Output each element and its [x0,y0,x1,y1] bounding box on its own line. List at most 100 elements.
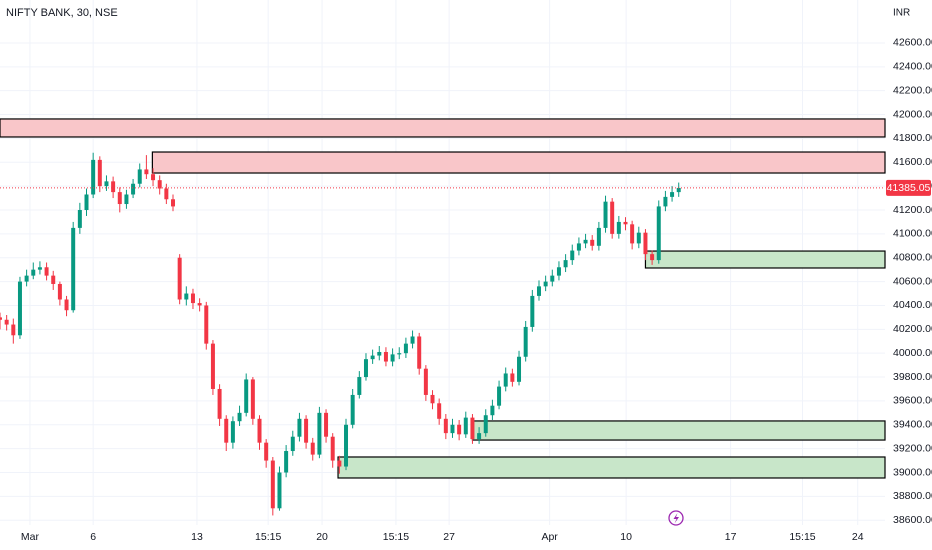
candle-body [124,194,129,205]
candle-body [157,180,162,189]
y-tick-label: 38800.00 [893,490,932,502]
x-tick-label: 20 [316,531,328,543]
candle-body [111,181,116,193]
candle-body [663,196,668,207]
y-tick-label: 41600.00 [893,156,932,168]
candle-body [97,159,102,187]
candle-body [304,418,309,443]
candle-body [463,417,468,435]
candle-body [64,299,69,311]
candle-body [383,351,388,362]
candle-body [224,418,229,443]
candle-body [443,418,448,434]
candle-body [17,281,22,336]
candle-body [171,199,176,207]
candle-body [417,336,422,369]
zone [337,456,886,479]
x-tick-label: 24 [852,531,864,543]
candle-body [470,417,475,440]
candle-body [310,442,315,455]
last-price-label: 41385.05 [887,182,931,194]
y-tick-label: 40600.00 [893,275,932,287]
y-tick-label: 40000.00 [893,347,932,359]
y-tick-label: 39800.00 [893,371,932,383]
candle-body [57,283,62,300]
zone [151,151,886,174]
zone [471,420,886,441]
candle-body [550,275,555,282]
candle-body [603,201,608,228]
candle-body [131,183,136,195]
candle-body [483,415,488,434]
y-tick-label: 42200.00 [893,84,932,96]
zone [0,118,886,138]
candle-body [297,418,302,437]
candle-body [450,424,455,434]
candle-body [210,343,215,389]
y-tick-label: 42600.00 [893,37,932,49]
candle-body [137,169,142,184]
candle-body [530,295,535,327]
candle-body [583,239,588,244]
symbol-title[interactable]: NIFTY BANK, 30, NSE [6,7,118,19]
candle-body [84,194,89,210]
candle-body [0,317,2,320]
y-tick-label: 39200.00 [893,442,932,454]
y-tick-label: 40400.00 [893,299,932,311]
x-tick-label: 15:15 [789,531,815,543]
zones [0,118,886,479]
candle-body [230,421,235,443]
x-tick-label: Mar [21,531,40,543]
candle-body [563,260,568,268]
x-tick-label: 10 [620,531,632,543]
x-tick-label: 15:15 [255,531,281,543]
candle-body [656,206,661,261]
candle-body [630,224,635,244]
candle-body [623,221,628,225]
candle-body [190,293,195,304]
candle-body [117,192,122,205]
y-tick-label: 38600.00 [893,514,932,526]
candle-body [164,188,169,200]
candle-body [590,239,595,246]
candle-body [670,192,675,197]
candle-body [250,379,255,419]
candle-body [24,275,29,282]
x-tick-label: 27 [443,531,455,543]
y-tick-label: 42400.00 [893,61,932,73]
y-tick-label: 41000.00 [893,228,932,240]
candle-body [596,227,601,246]
candle-body [330,436,335,461]
candle-body [610,201,615,234]
y-tick-label: 39600.00 [893,395,932,407]
lightning-icon[interactable] [668,510,684,526]
candle-body [397,353,402,355]
candle-body [277,472,282,509]
candle-body [576,243,581,251]
candle-body [423,368,428,395]
candle-body [284,451,289,473]
candle-body [490,405,495,416]
candle-body [77,210,82,228]
candle-body [37,267,42,270]
candle-body [363,359,368,378]
candle-body [244,379,249,413]
candle-body [636,232,641,244]
candle-body [676,187,681,193]
candle-body [324,412,329,437]
candle-body [270,460,275,509]
candle-body [403,343,408,354]
candle-body [257,418,262,443]
grid [0,0,885,525]
candle-body [650,254,655,261]
candle-body [344,424,349,467]
candle-body [410,336,415,344]
candle-body [350,394,355,425]
candle-body [264,442,269,461]
candle-body [237,412,242,422]
candle-body [570,250,575,261]
candle-body [197,303,202,306]
x-tick-label: 6 [90,531,96,543]
last-price-badge [886,179,931,196]
